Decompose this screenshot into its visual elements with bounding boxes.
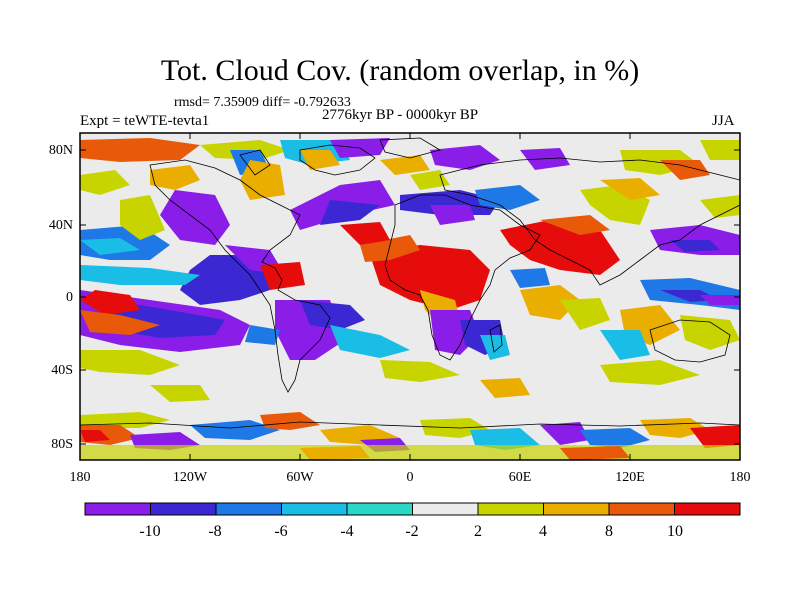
colorbar-box xyxy=(543,502,610,516)
lat-tick-label: 40S xyxy=(51,363,73,378)
season-label: JJA xyxy=(712,113,735,129)
lat-tick-label: 80N xyxy=(49,143,73,158)
colorbar-label: -2 xyxy=(405,523,418,540)
colorbar-box xyxy=(412,502,479,516)
rmsd-diff-stats: rmsd= 7.35909 diff= -0.792633 xyxy=(174,95,351,110)
coastlines xyxy=(80,137,740,429)
lon-tick-marks xyxy=(79,133,741,460)
lat-tick-label: 40N xyxy=(49,218,73,233)
lat-tick-labels: 80N 40N 0 40S 80S xyxy=(49,143,73,452)
colorbar: -10 -8 -6 -4 -2 2 4 8 10 xyxy=(84,502,741,540)
colorbar-label: 2 xyxy=(474,523,482,540)
map-plot-area: 80N 40N 0 40S 80S 180 120W 60W 0 60E 120… xyxy=(49,132,751,485)
lat-tick-label: 0 xyxy=(66,290,73,305)
colorbar-label: -4 xyxy=(340,523,353,540)
lon-tick-label: 60W xyxy=(286,470,314,485)
lon-tick-label: 180 xyxy=(730,470,751,485)
colorbar-box xyxy=(281,502,348,516)
lat-tick-marks xyxy=(80,149,740,445)
lon-tick-label: 120W xyxy=(173,470,208,485)
lon-tick-label: 120E xyxy=(615,470,645,485)
colorbar-box xyxy=(608,502,675,516)
lon-tick-label: 60E xyxy=(509,470,532,485)
lon-tick-label: 0 xyxy=(407,470,414,485)
colorbar-box xyxy=(215,502,282,516)
lon-tick-labels: 180 120W 60W 0 60E 120E 180 xyxy=(70,470,751,485)
anomaly-field xyxy=(80,138,740,460)
colorbar-label: 10 xyxy=(667,523,683,540)
colorbar-label: 4 xyxy=(539,523,547,540)
colorbar-box xyxy=(150,502,217,516)
period-label: 2776kyr BP - 0000kyr BP xyxy=(322,107,479,123)
colorbar-box xyxy=(477,502,544,516)
colorbar-label: 8 xyxy=(605,523,613,540)
colorbar-label: -8 xyxy=(208,523,221,540)
colorbar-box xyxy=(674,502,741,516)
lon-tick-label: 180 xyxy=(70,470,91,485)
map-title: Tot. Cloud Cov. (random overlap, in %) xyxy=(160,54,640,87)
lat-tick-label: 80S xyxy=(51,437,73,452)
colorbar-box xyxy=(346,502,413,516)
colorbar-label: -6 xyxy=(274,523,287,540)
colorbar-label: -10 xyxy=(139,523,160,540)
colorbar-box xyxy=(84,502,151,516)
experiment-label: Expt = teWTE-tevta1 xyxy=(80,113,210,129)
